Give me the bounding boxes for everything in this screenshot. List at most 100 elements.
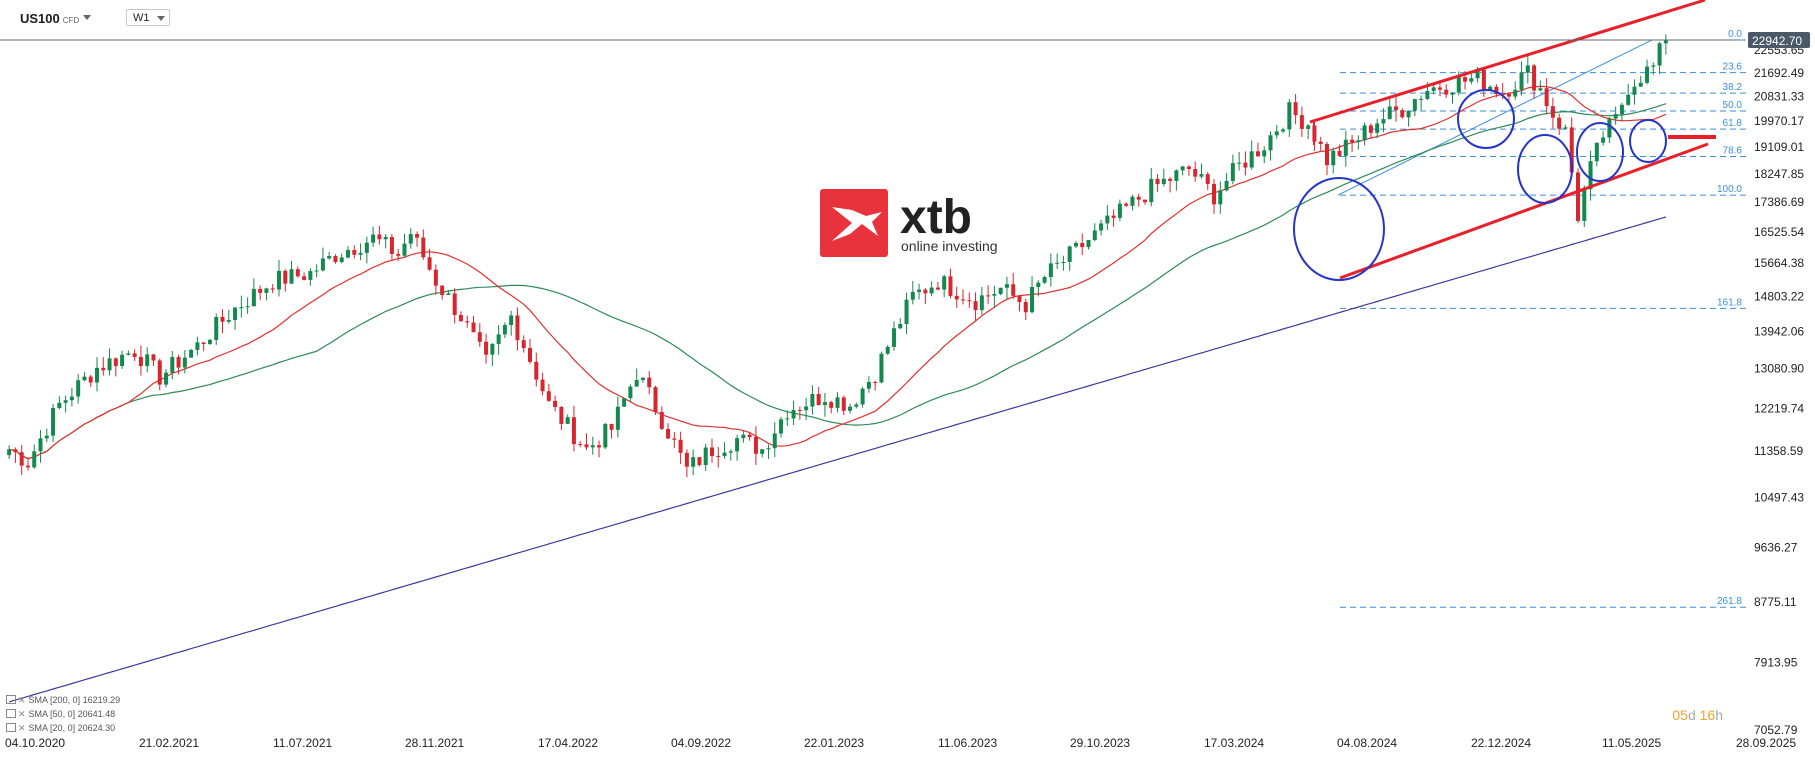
candle-body	[954, 295, 959, 300]
candle-body	[534, 361, 539, 380]
candle-body	[1494, 86, 1499, 94]
candle	[220, 309, 225, 334]
candle-body	[1350, 139, 1355, 143]
legend-sma-200[interactable]: ✕ SMA [200, 0] 16219.29	[6, 695, 120, 706]
candle	[779, 416, 784, 438]
candle-body	[138, 356, 143, 367]
candle-body	[1519, 72, 1524, 90]
candle	[1324, 141, 1329, 176]
candle-body	[63, 400, 68, 403]
highlight-circle	[1576, 122, 1624, 182]
candle	[521, 335, 526, 353]
candle-body	[484, 341, 489, 355]
candle	[1293, 94, 1298, 125]
channel-upper-line	[1309, 0, 1706, 124]
symbol-label[interactable]: US100 CFD	[20, 11, 79, 26]
candle	[1387, 95, 1392, 120]
candle-body	[1481, 69, 1486, 90]
candle	[559, 405, 564, 431]
legend-sma-50[interactable]: ✕ SMA [50, 0] 20641.48	[6, 709, 115, 720]
x-tick-label: 11.07.2021	[273, 736, 332, 750]
candle-body	[1168, 178, 1173, 181]
candlesticks	[7, 34, 1668, 478]
legend-settings-icon[interactable]	[6, 723, 16, 732]
legend-close-icon[interactable]: ✕	[18, 695, 26, 705]
candle	[1469, 71, 1474, 85]
fib-label: 61.8	[1723, 118, 1743, 129]
candle	[132, 349, 137, 361]
candle	[1613, 106, 1618, 125]
candle-body	[816, 394, 821, 406]
candle	[276, 259, 281, 297]
candle	[308, 268, 313, 286]
candle	[672, 431, 677, 449]
candle	[51, 404, 56, 443]
candle-body	[1117, 203, 1122, 218]
timeframe-dropdown-icon[interactable]	[157, 16, 165, 21]
candle-body	[25, 465, 30, 468]
candle-body	[276, 270, 281, 290]
xtb-logo-x-icon	[832, 207, 882, 241]
candle	[772, 422, 777, 458]
candle	[565, 414, 570, 424]
candle-body	[1532, 65, 1537, 91]
candle	[1224, 172, 1229, 192]
symbol-name[interactable]: US100	[20, 11, 60, 26]
candle-body	[383, 237, 388, 240]
candle	[371, 226, 376, 247]
candle-body	[571, 417, 576, 445]
fib-label: 23.6	[1723, 62, 1743, 73]
candle-body	[346, 250, 351, 258]
candle	[628, 384, 633, 402]
candle	[1161, 168, 1166, 187]
candle	[1117, 199, 1122, 222]
candle	[446, 290, 451, 295]
candle	[1576, 168, 1581, 224]
candle	[797, 406, 802, 420]
candle-body	[904, 299, 909, 324]
candle-body	[490, 343, 495, 355]
candle-body	[703, 447, 708, 466]
candle	[1218, 181, 1223, 214]
timeframe-select[interactable]: W1	[126, 9, 170, 26]
y-tick-label: 14803.22	[1754, 289, 1804, 303]
candle-body	[477, 332, 482, 342]
candle	[226, 309, 231, 324]
candle	[1306, 123, 1311, 140]
candle-body	[553, 400, 558, 408]
candle	[1375, 118, 1380, 139]
y-tick-label: 21692.49	[1754, 66, 1804, 80]
candle	[157, 358, 162, 391]
candle-body	[709, 447, 714, 456]
candle	[948, 268, 953, 299]
candle-body	[1619, 104, 1624, 115]
legend-close-icon[interactable]: ✕	[18, 723, 26, 733]
candle	[88, 374, 93, 387]
candle	[333, 254, 338, 264]
candle-body	[1324, 144, 1329, 166]
candle	[1519, 61, 1524, 96]
candle	[346, 246, 351, 259]
x-tick-label: 28.11.2021	[405, 736, 464, 750]
candle-body	[289, 269, 294, 284]
legend-settings-icon[interactable]	[6, 709, 16, 718]
timeframe-value[interactable]: W1	[133, 12, 150, 24]
candle	[640, 377, 645, 383]
candle-body	[1387, 106, 1392, 120]
candle	[182, 349, 187, 374]
x-tick-label: 22.01.2023	[804, 736, 864, 750]
candle	[245, 297, 250, 314]
candle-body	[126, 353, 131, 355]
symbol-dropdown-icon[interactable]	[83, 15, 91, 20]
candle	[703, 443, 708, 471]
legend-settings-icon[interactable]	[6, 695, 16, 704]
legend-sma-20[interactable]: ✕ SMA [20, 0] 20624.30	[6, 723, 115, 734]
candle-body	[113, 358, 118, 366]
candle	[1513, 81, 1518, 100]
candle	[760, 449, 765, 458]
candle	[1450, 91, 1455, 104]
legend-close-icon[interactable]: ✕	[18, 709, 26, 719]
candle	[747, 431, 752, 441]
candle-body	[1199, 174, 1204, 177]
